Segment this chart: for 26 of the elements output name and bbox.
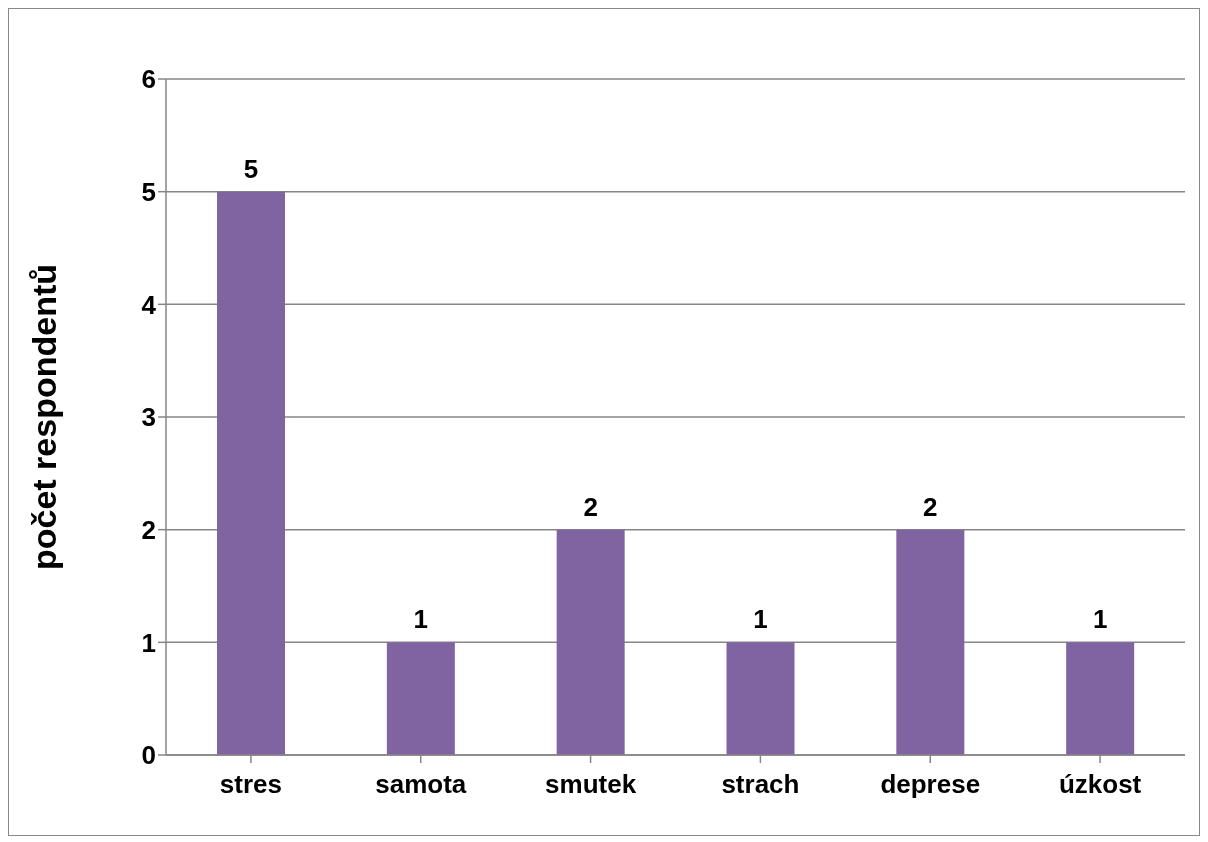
x-tick-label: úzkost: [1058, 769, 1142, 800]
bar: [217, 191, 285, 755]
data-label: 2: [583, 491, 598, 522]
y-tick-label: 2: [141, 514, 156, 545]
bar: [556, 529, 625, 755]
y-tick-label: 3: [141, 402, 156, 433]
bar: [1066, 642, 1135, 755]
data-label: 5: [243, 153, 259, 184]
data-label: 1: [413, 604, 429, 635]
bar: [386, 642, 455, 755]
bar: [896, 529, 965, 755]
y-tick-label: 1: [141, 627, 156, 658]
data-label: 1: [1092, 604, 1108, 635]
y-tick-label: 5: [141, 176, 156, 207]
x-tick-label: stres: [219, 769, 282, 800]
data-label: 1: [753, 604, 768, 635]
y-tick-label: 4: [141, 289, 157, 320]
data-label: 2: [923, 491, 938, 522]
y-tick-label: 0: [141, 740, 156, 771]
x-tick-label: smutek: [545, 769, 637, 800]
x-tick-label: samota: [375, 769, 467, 800]
x-tick-label: strach: [721, 769, 800, 800]
bar: [726, 642, 795, 755]
y-tick-label: 6: [141, 64, 156, 95]
x-tick-label: deprese: [880, 769, 981, 800]
y-axis-title: počet respondentů: [25, 263, 64, 571]
